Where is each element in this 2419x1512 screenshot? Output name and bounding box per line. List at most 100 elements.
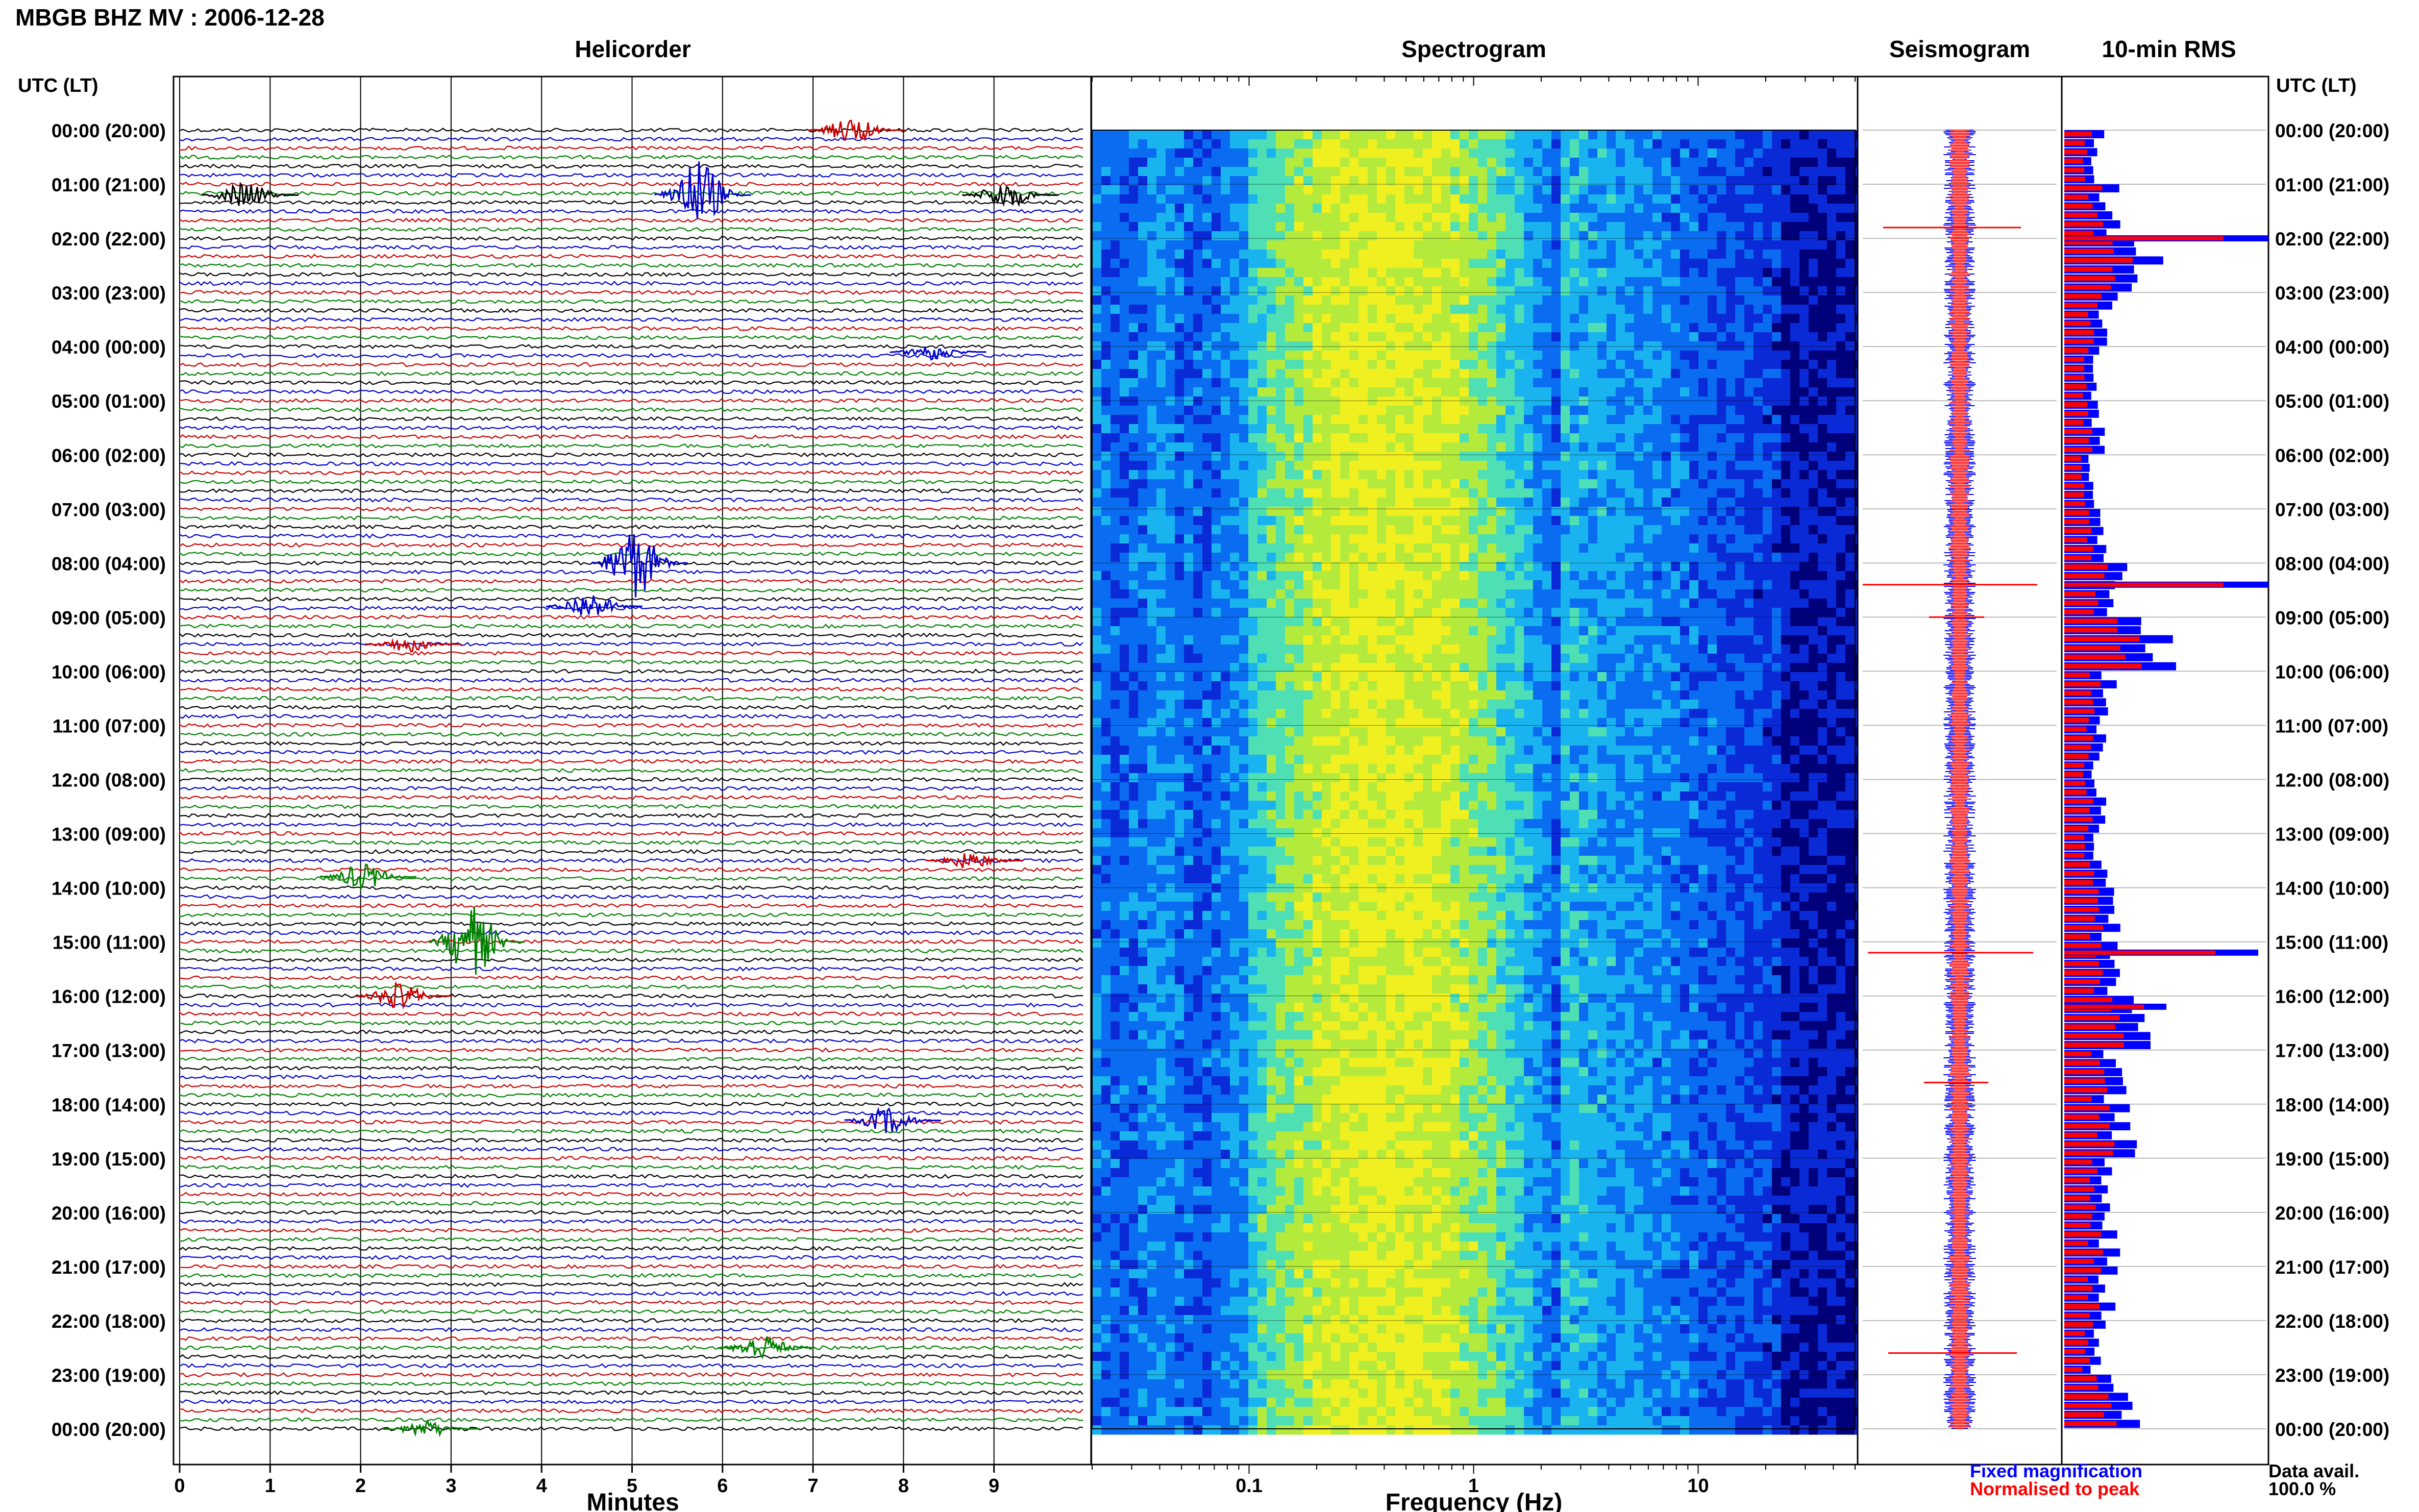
spectrogram-cell (1359, 1361, 1368, 1371)
spectrogram-cell (1175, 488, 1184, 498)
spectrogram-cell (1285, 415, 1295, 425)
spectrogram-cell (1239, 984, 1249, 994)
spectrogram-cell (1212, 617, 1221, 627)
spectrogram-cell (1212, 1168, 1221, 1178)
spectrogram-cell (1331, 1196, 1341, 1205)
spectrogram-cell (1092, 295, 1102, 305)
helicorder-trace (179, 1408, 1083, 1414)
spectrogram-cell (1212, 654, 1221, 663)
spectrogram-cell (1340, 635, 1350, 645)
helicorder-trace (179, 217, 1083, 223)
spectrogram-cell (1395, 938, 1405, 948)
spectrogram-cell (1285, 626, 1295, 636)
spectrogram-cell (1092, 773, 1102, 783)
spectrogram-cell (1368, 571, 1377, 581)
spectrogram-cell (1239, 902, 1249, 911)
spectrogram-cell (1120, 406, 1129, 415)
spectrogram-cell (1147, 1343, 1157, 1352)
spectrogram-cell (1129, 479, 1139, 489)
spectrogram-cell (1156, 231, 1166, 241)
spectrogram-cell (1386, 837, 1396, 847)
spectrogram-cell (1377, 893, 1387, 902)
spectrogram-cell (1340, 1141, 1350, 1150)
spectrogram-cell (1322, 865, 1331, 875)
spectrogram-cell (1294, 452, 1304, 461)
spectrogram-cell (1202, 994, 1212, 1003)
spectrogram-cell (1257, 746, 1267, 755)
spectrogram-cell (1101, 378, 1111, 388)
spectrogram-cell (1221, 498, 1230, 507)
spectrogram-cell (1257, 1232, 1267, 1242)
spectrogram-cell (1331, 580, 1341, 590)
spectrogram-cell (1359, 911, 1368, 921)
spectrogram-cell (1359, 1021, 1368, 1031)
spectrogram-cell (1395, 378, 1405, 388)
spectrogram-cell (1101, 635, 1111, 645)
spectrogram-cell (1267, 1315, 1276, 1325)
spectrogram-cell (1267, 1131, 1276, 1141)
spectrogram-cell (1221, 736, 1230, 746)
spectrogram-cell (1395, 571, 1405, 581)
spectrogram-cell (1294, 479, 1304, 489)
spectrogram-cell (1129, 1058, 1139, 1068)
spectrogram-cell (1285, 1058, 1295, 1068)
spectrogram-cell (1313, 1343, 1322, 1352)
spectrogram-cell (1230, 406, 1240, 415)
spectrogram-cell (1303, 690, 1313, 700)
spectrogram-cell (1368, 231, 1377, 241)
spectrogram-cell (1313, 984, 1322, 994)
spectrogram-cell (1193, 975, 1203, 985)
spectrogram-cell (1166, 406, 1175, 415)
spectrogram-cell (1110, 553, 1120, 562)
spectrogram-cell (1239, 525, 1249, 535)
spectrogram-cell (1193, 176, 1203, 186)
spectrogram-cell (1175, 626, 1184, 636)
spectrogram-cell (1212, 791, 1221, 801)
spectrogram-cell (1110, 323, 1120, 333)
spectrogram-cell (1230, 736, 1240, 746)
spectrogram-cell (1193, 672, 1203, 682)
spectrogram-cell (1239, 516, 1249, 526)
spectrogram-cell (1129, 791, 1139, 801)
spectrogram-cell (1276, 1196, 1286, 1205)
spectrogram-cell (1129, 332, 1139, 342)
spectrogram-cell (1147, 185, 1157, 195)
spectrogram-cell (1285, 690, 1295, 700)
spectrogram-cell (1285, 645, 1295, 654)
spectrogram-cell (1147, 130, 1157, 140)
spectrogram-cell (1147, 1297, 1157, 1306)
spectrogram-cell (1175, 1003, 1184, 1012)
station-title: MBGB BHZ MV : 2006-12-28 (15, 4, 325, 31)
spectrogram-cell (1267, 139, 1276, 149)
spectrogram-cell (1349, 663, 1359, 673)
spectrogram-cell (1267, 1159, 1276, 1169)
spectrogram-cell (1166, 305, 1175, 314)
spectrogram-cell (1202, 1232, 1212, 1242)
spectrogram-cell (1129, 498, 1139, 507)
spectrogram-cell (1294, 231, 1304, 241)
spectrogram-cell (1303, 452, 1313, 461)
spectrogram-cell (1276, 452, 1286, 461)
spectrogram-cell (1202, 305, 1212, 314)
spectrogram-cell (1092, 534, 1102, 544)
spectrogram-cell (1322, 323, 1331, 333)
spectrogram-cell (1395, 415, 1405, 425)
spectrogram-cell (1386, 1104, 1396, 1113)
spectrogram-cell (1221, 240, 1230, 250)
spectrogram-cell (1212, 1278, 1221, 1288)
spectrogram-cell (1322, 250, 1331, 259)
spectrogram-cell (1303, 874, 1313, 884)
spectrogram-cell (1395, 663, 1405, 673)
spectrogram-cell (1110, 984, 1120, 994)
spectrogram-cell (1212, 295, 1221, 305)
spectrogram-cell (1257, 332, 1267, 342)
spectrogram-cell (1175, 268, 1184, 278)
spectrogram-cell (1303, 305, 1313, 314)
spectrogram-cell (1129, 938, 1139, 948)
helicorder-trace (179, 154, 1083, 160)
spectrogram-cell (1349, 1324, 1359, 1334)
spectrogram-cell (1193, 323, 1203, 333)
spectrogram-cell (1110, 681, 1120, 691)
spectrogram-cell (1101, 1067, 1111, 1077)
spectrogram-cell (1395, 801, 1405, 810)
